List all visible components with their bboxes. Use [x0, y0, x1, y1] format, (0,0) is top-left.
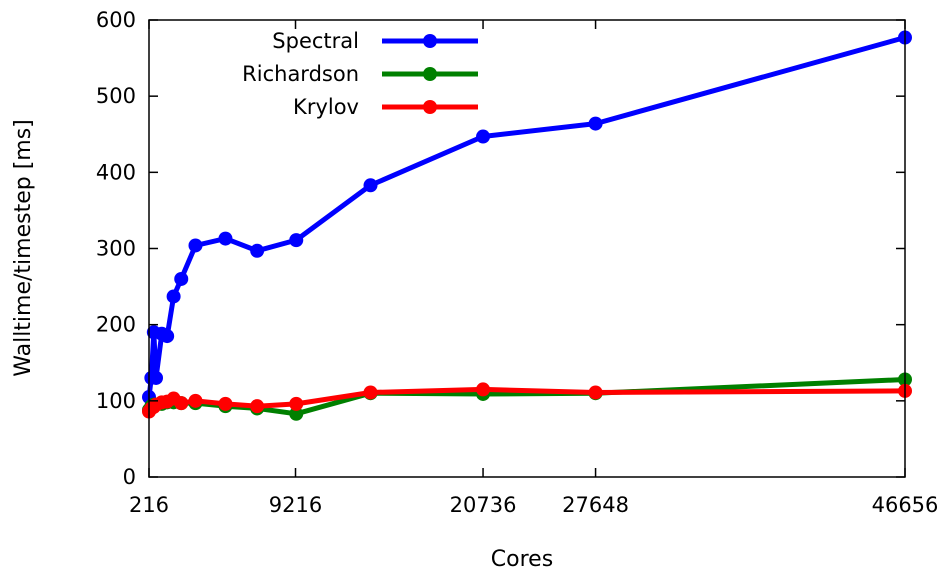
data-point-spectral-11 — [289, 233, 304, 248]
data-point-krylov-13 — [476, 382, 491, 397]
data-point-krylov-14 — [588, 385, 603, 400]
data-point-krylov-12 — [363, 385, 378, 400]
data-point-spectral-6 — [166, 289, 181, 304]
legend-marker-krylov — [423, 100, 437, 114]
y-tick-label-1: 100 — [96, 389, 136, 413]
data-point-spectral-12 — [363, 178, 378, 193]
data-point-spectral-9 — [218, 231, 233, 246]
data-point-krylov-10 — [250, 399, 265, 414]
data-point-spectral-7 — [174, 271, 189, 286]
y-tick-label-5: 500 — [96, 84, 136, 108]
data-point-spectral-5 — [160, 329, 175, 344]
data-point-spectral-3 — [149, 370, 164, 385]
x-axis-title: Cores — [491, 547, 553, 572]
legend-label-krylov: Krylov — [293, 95, 359, 119]
x-tick-label-4: 46656 — [872, 493, 939, 517]
legend-label-richardson: Richardson — [242, 62, 359, 86]
y-tick-label-2: 200 — [96, 313, 136, 337]
legend-marker-spectral — [423, 34, 437, 48]
data-point-krylov-8 — [188, 393, 203, 408]
x-tick-label-1: 9216 — [269, 493, 322, 517]
y-tick-label-0: 0 — [123, 465, 136, 489]
data-point-spectral-14 — [588, 116, 603, 131]
x-tick-label-2: 20736 — [450, 493, 517, 517]
data-point-krylov-7 — [174, 396, 189, 411]
data-point-spectral-13 — [476, 129, 491, 144]
data-point-krylov-9 — [218, 396, 233, 411]
y-tick-label-4: 400 — [96, 160, 136, 184]
data-point-spectral-10 — [250, 243, 265, 258]
y-tick-label-6: 600 — [96, 8, 136, 32]
x-tick-label-3: 27648 — [562, 493, 629, 517]
x-tick-label-0: 216 — [129, 493, 169, 517]
series-line-spectral — [146, 35, 908, 400]
legend-marker-richardson — [423, 67, 437, 81]
data-point-richardson-11 — [289, 406, 304, 421]
legend: Spectral Richardson Krylov — [242, 29, 478, 119]
y-axis-title: Walltime/timestep [ms] — [11, 119, 36, 377]
data-point-spectral-8 — [188, 238, 203, 253]
legend-label-spectral: Spectral — [272, 29, 359, 53]
series-layer — [142, 30, 912, 421]
data-point-krylov-11 — [289, 396, 304, 411]
ticks-layer: 0 100 200 300 400 500 600 216 9216 20736 27648 4665… — [96, 8, 939, 517]
y-tick-label-3: 300 — [96, 237, 136, 261]
